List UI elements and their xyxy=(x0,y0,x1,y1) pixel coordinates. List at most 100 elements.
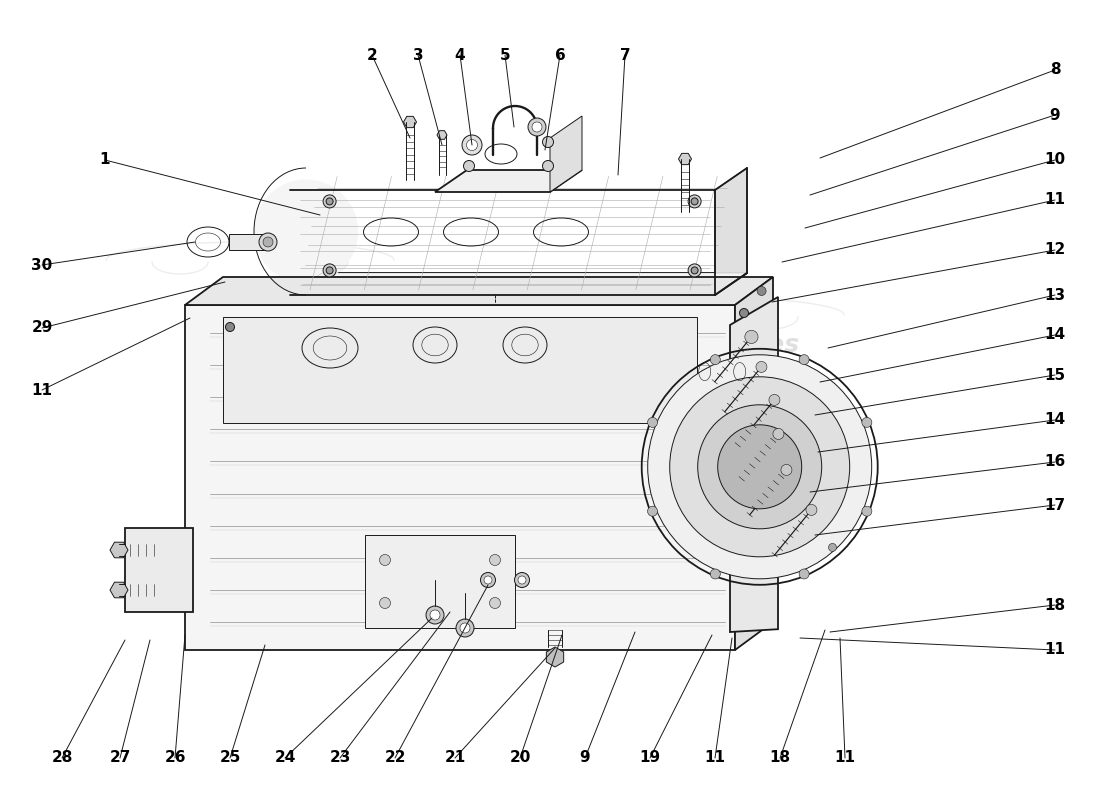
Circle shape xyxy=(691,198,698,205)
Text: 16: 16 xyxy=(1044,454,1066,470)
Circle shape xyxy=(430,610,440,620)
Circle shape xyxy=(542,161,553,171)
Text: 2: 2 xyxy=(366,47,377,62)
Polygon shape xyxy=(290,273,747,295)
Circle shape xyxy=(648,506,658,516)
Circle shape xyxy=(490,598,500,609)
Circle shape xyxy=(426,606,444,624)
Text: 30: 30 xyxy=(32,258,53,273)
Circle shape xyxy=(532,122,542,132)
Text: 11: 11 xyxy=(32,382,53,398)
Circle shape xyxy=(258,233,277,251)
Text: 24: 24 xyxy=(274,750,296,766)
Polygon shape xyxy=(185,277,773,305)
Circle shape xyxy=(670,377,849,557)
Polygon shape xyxy=(365,535,515,628)
Text: 9: 9 xyxy=(1049,107,1060,122)
Text: 11: 11 xyxy=(1045,642,1066,658)
Circle shape xyxy=(711,569,720,579)
Polygon shape xyxy=(437,130,447,139)
Text: 27: 27 xyxy=(109,750,131,766)
Text: 17: 17 xyxy=(1044,498,1066,513)
Text: 11: 11 xyxy=(835,750,856,766)
Circle shape xyxy=(484,576,492,584)
Polygon shape xyxy=(730,297,778,632)
Circle shape xyxy=(542,137,553,147)
Text: eurospares: eurospares xyxy=(221,278,380,302)
Circle shape xyxy=(515,573,529,587)
Circle shape xyxy=(769,394,780,406)
Circle shape xyxy=(462,135,482,155)
Circle shape xyxy=(799,569,810,579)
Text: 18: 18 xyxy=(1044,598,1066,613)
Circle shape xyxy=(226,322,234,331)
Polygon shape xyxy=(110,582,128,598)
Circle shape xyxy=(648,354,871,579)
Text: 14: 14 xyxy=(1044,413,1066,427)
Text: 25: 25 xyxy=(219,750,241,766)
Circle shape xyxy=(648,418,658,427)
Polygon shape xyxy=(547,647,563,667)
Text: 23: 23 xyxy=(329,750,351,766)
Text: 28: 28 xyxy=(52,750,73,766)
Text: 11: 11 xyxy=(704,750,726,766)
Polygon shape xyxy=(290,273,747,295)
Text: 3: 3 xyxy=(412,47,424,62)
Text: 8: 8 xyxy=(1049,62,1060,78)
Text: 18: 18 xyxy=(769,750,791,766)
Text: 14: 14 xyxy=(1044,327,1066,342)
Circle shape xyxy=(862,418,872,427)
Text: 26: 26 xyxy=(164,750,186,766)
Circle shape xyxy=(379,554,390,566)
Text: 1: 1 xyxy=(100,153,110,167)
Text: 21: 21 xyxy=(444,750,465,766)
Circle shape xyxy=(456,619,474,637)
Polygon shape xyxy=(185,305,735,650)
Text: 9: 9 xyxy=(580,750,591,766)
Text: 10: 10 xyxy=(1044,153,1066,167)
Polygon shape xyxy=(735,277,773,650)
Circle shape xyxy=(518,576,526,584)
Polygon shape xyxy=(679,154,692,165)
Circle shape xyxy=(711,354,720,365)
Circle shape xyxy=(799,354,810,365)
Circle shape xyxy=(689,264,701,277)
Circle shape xyxy=(263,237,273,247)
Circle shape xyxy=(323,264,337,277)
Circle shape xyxy=(481,573,495,587)
Text: 5: 5 xyxy=(499,47,510,62)
Text: 11: 11 xyxy=(1045,193,1066,207)
Text: eurospares: eurospares xyxy=(641,333,799,357)
Circle shape xyxy=(379,598,390,609)
Polygon shape xyxy=(434,170,582,192)
Circle shape xyxy=(326,267,333,274)
Circle shape xyxy=(460,623,470,633)
Circle shape xyxy=(697,405,822,529)
Polygon shape xyxy=(715,168,747,295)
Polygon shape xyxy=(125,528,192,612)
Circle shape xyxy=(463,161,474,171)
Circle shape xyxy=(466,139,477,150)
Text: 19: 19 xyxy=(639,750,661,766)
Circle shape xyxy=(254,179,358,283)
Text: 6: 6 xyxy=(554,47,565,62)
Circle shape xyxy=(806,505,817,515)
Text: 12: 12 xyxy=(1044,242,1066,258)
Circle shape xyxy=(862,506,872,516)
Text: 7: 7 xyxy=(619,47,630,62)
Circle shape xyxy=(739,309,748,318)
Circle shape xyxy=(828,543,836,551)
Polygon shape xyxy=(290,297,725,303)
Text: 4: 4 xyxy=(454,47,465,62)
Circle shape xyxy=(773,429,784,439)
Circle shape xyxy=(463,137,474,147)
Text: 22: 22 xyxy=(384,750,406,766)
Circle shape xyxy=(756,362,767,373)
Circle shape xyxy=(326,198,333,205)
Text: 13: 13 xyxy=(1044,287,1066,302)
Polygon shape xyxy=(404,116,417,128)
Circle shape xyxy=(323,195,337,208)
Circle shape xyxy=(691,267,698,274)
Polygon shape xyxy=(110,542,128,558)
Circle shape xyxy=(528,118,546,136)
